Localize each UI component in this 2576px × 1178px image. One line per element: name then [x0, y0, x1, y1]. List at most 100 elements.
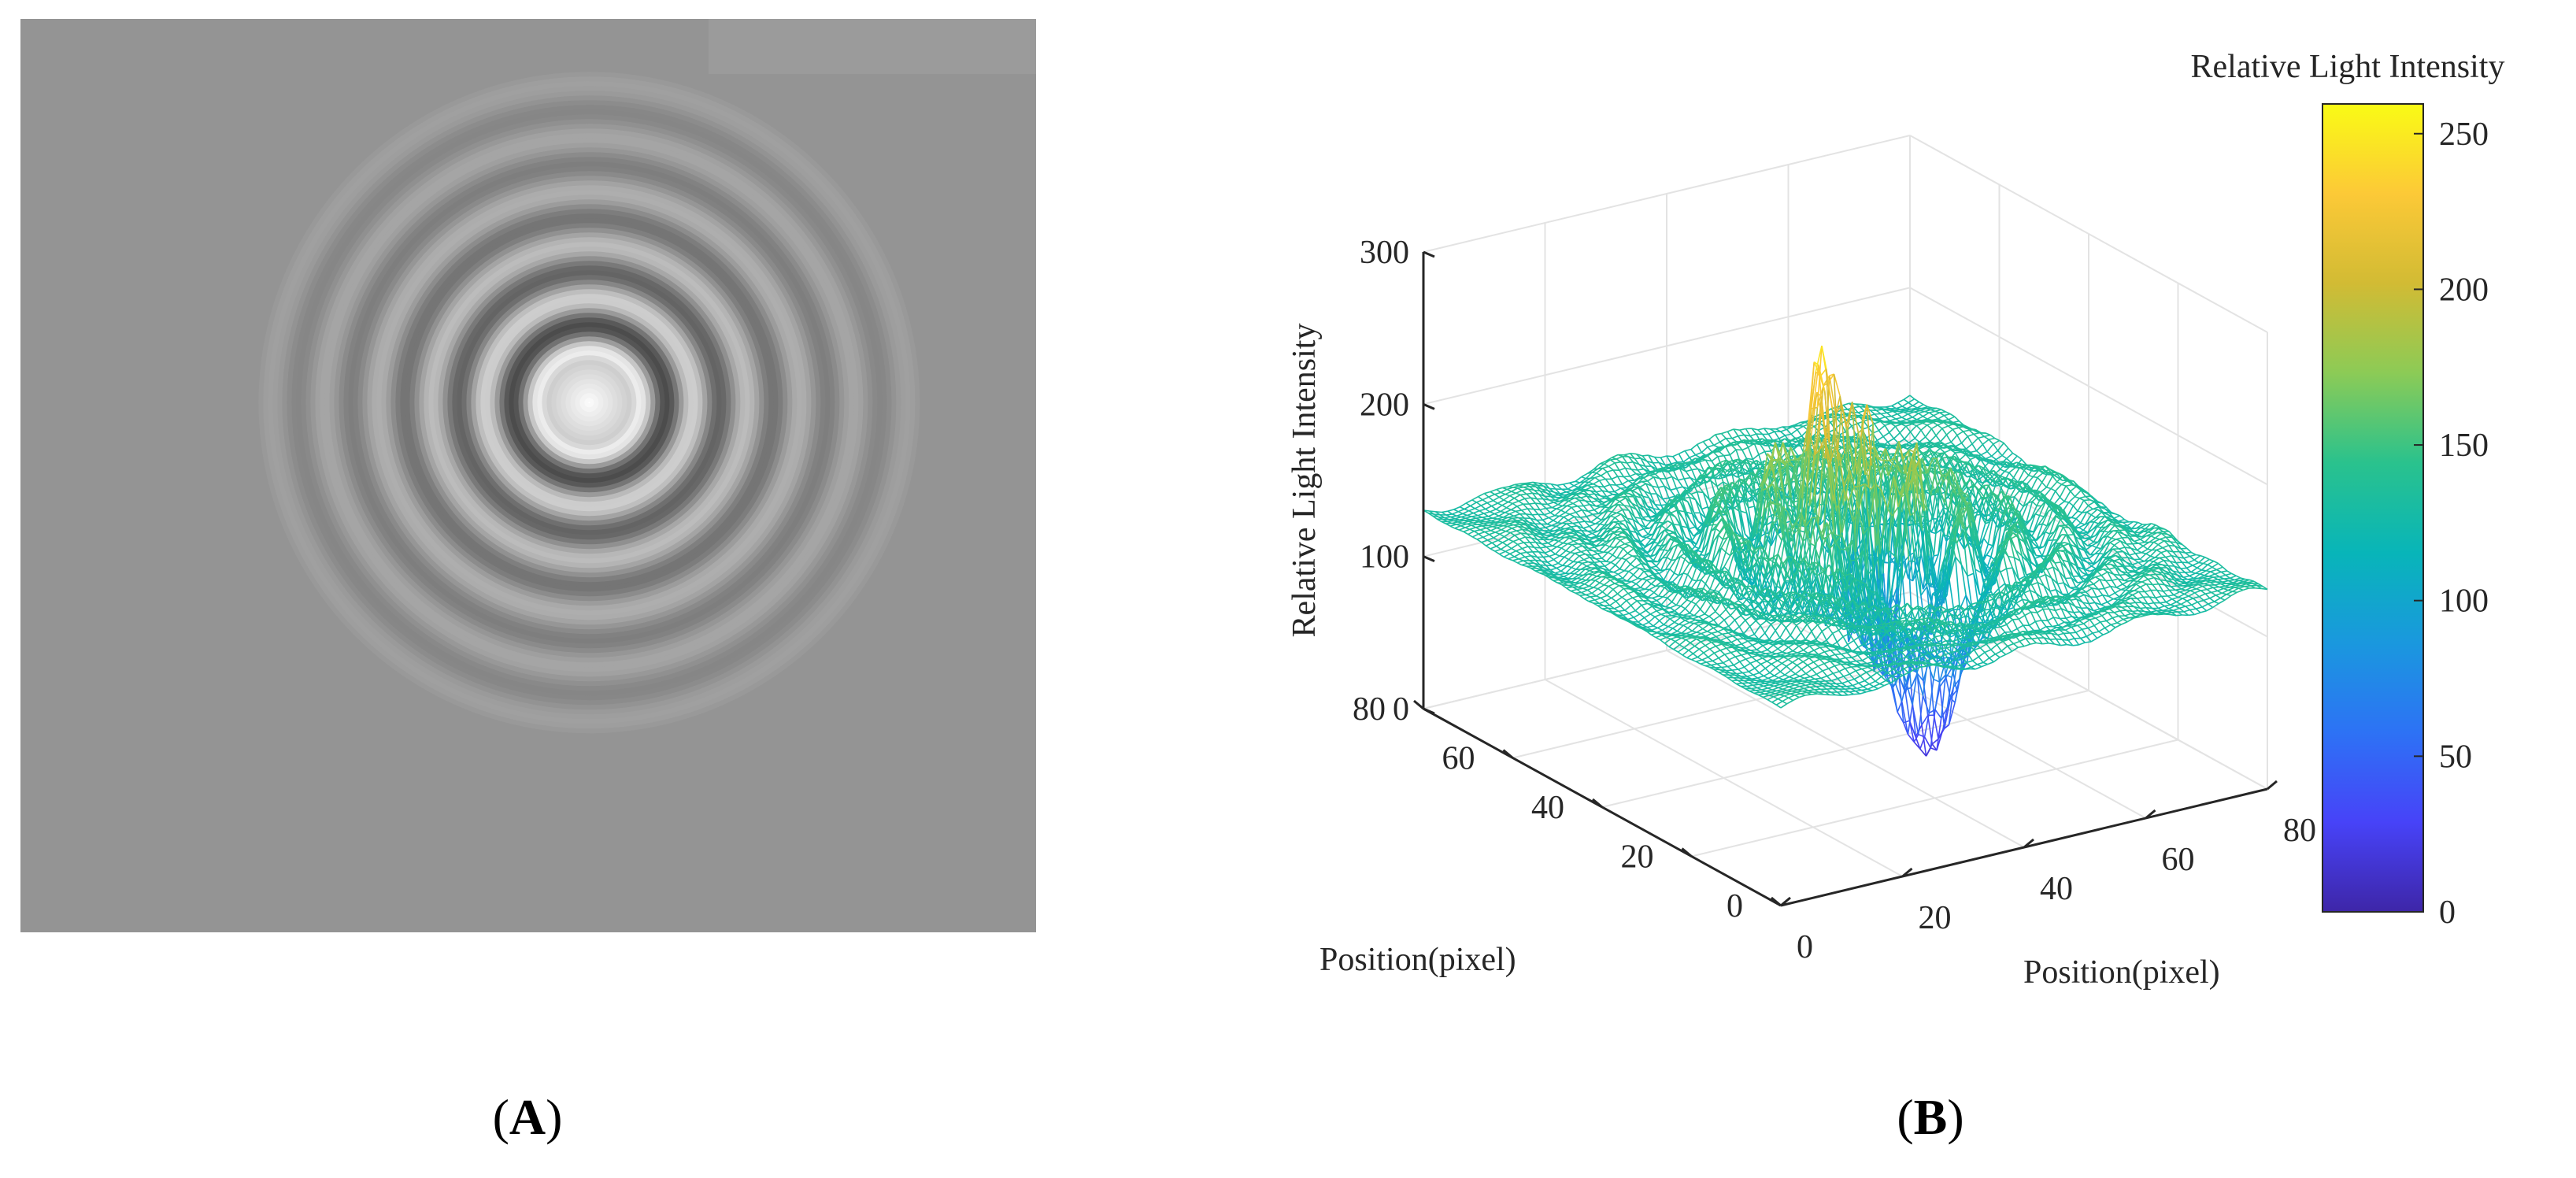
surface-mesh-line: [1627, 548, 1634, 554]
surface-mesh-line: [1616, 456, 1623, 460]
surface-mesh-line: [1530, 497, 1538, 500]
surface-mesh-line: [1678, 450, 1686, 455]
surface-mesh-line: [1460, 523, 1468, 527]
surface-mesh-line: [1838, 436, 1845, 446]
surface-mesh-line: [1569, 511, 1576, 515]
surface-mesh-line: [1580, 495, 1587, 498]
surface-mesh-line: [1557, 517, 1564, 524]
surface-mesh-line: [1724, 446, 1731, 456]
surface-mesh-line: [1560, 505, 1567, 511]
surface-mesh-line: [1897, 398, 1904, 404]
surface-mesh-line: [1494, 491, 1501, 495]
surface-mesh-line: [1903, 411, 1908, 415]
surface-mesh-line: [1988, 439, 1994, 445]
surface-mesh-line: [1485, 505, 1492, 510]
surface-mesh-line: [1949, 413, 1956, 417]
surface-mesh-line: [1623, 476, 1630, 478]
surface-mesh-line: [1625, 467, 1632, 470]
surface-mesh-line: [1652, 485, 1659, 488]
surface-mesh-line: [1637, 528, 1645, 532]
surface-mesh-line: [1572, 555, 1580, 562]
surface-mesh-line: [1567, 485, 1575, 490]
surface-mesh-line: [1616, 548, 1624, 559]
surface-mesh-line: [1568, 500, 1574, 505]
surface-mesh-line: [1483, 493, 1490, 498]
surface-mesh-line: [1499, 550, 1506, 555]
surface-mesh-line: [1526, 492, 1533, 495]
surface-mesh-line: [1614, 517, 1620, 523]
surface-mesh-line: [1612, 469, 1619, 477]
surface-mesh-line: [1938, 415, 1945, 420]
surface-mesh-line: [1563, 483, 1568, 490]
surface-mesh-line: [1648, 454, 1654, 464]
surface-mesh-line: [1514, 535, 1520, 540]
surface-mesh-line: [1560, 565, 1568, 572]
surface-mesh-line: [1509, 495, 1515, 499]
surface-mesh-line: [1536, 498, 1542, 505]
surface-mesh-line: [1677, 480, 1683, 487]
surface-mesh-line: [1489, 534, 1494, 539]
surface-mesh-line: [1619, 536, 1627, 541]
surface-mesh-line: [1505, 509, 1512, 513]
surface-mesh-line: [1853, 406, 1860, 409]
surface-mesh-line: [1735, 463, 1741, 469]
surface-mesh-line: [1436, 518, 1442, 522]
surface-mesh-line: [1986, 443, 1994, 453]
surface-mesh-line: [1472, 533, 1479, 538]
surface-mesh-line: [1617, 476, 1624, 478]
surface-mesh-line: [1616, 484, 1621, 489]
surface-mesh-line: [1597, 551, 1604, 554]
surface-mesh-line: [1760, 440, 1767, 446]
surface-mesh-line: [1587, 510, 1593, 515]
surface-mesh-line: [1753, 443, 1760, 455]
surface-mesh-line: [1955, 442, 1962, 447]
surface-mesh-line: [1519, 494, 1526, 499]
surface-mesh-line: [1635, 480, 1642, 485]
surface-mesh-line: [1627, 553, 1633, 557]
surface-mesh-line: [1647, 476, 1655, 482]
surface-mesh-line: [1609, 483, 1616, 486]
surface-mesh-line: [1697, 468, 1704, 472]
surface-mesh-line: [1655, 469, 1662, 475]
surface-mesh-line: [1930, 424, 1938, 430]
surface-mesh-line: [1484, 491, 1491, 495]
surface-mesh-line: [1869, 409, 1875, 415]
surface-mesh-line: [1544, 514, 1549, 519]
surface-mesh-line: [1916, 416, 1923, 420]
surface-mesh-line: [1508, 558, 1513, 561]
surface-mesh-line: [1623, 563, 1631, 572]
surface-mesh-line: [1550, 483, 1556, 490]
surface-mesh-line: [1874, 423, 1880, 432]
surface-mesh-line: [1619, 559, 1627, 570]
surface-mesh-line: [1723, 454, 1730, 457]
surface-mesh-line: [1550, 546, 1558, 551]
hologram-edge-band: [709, 19, 1036, 74]
surface-mesh-line: [1579, 553, 1586, 557]
surface-mesh-line: [1682, 486, 1688, 491]
surface-mesh-line: [1697, 491, 1704, 494]
surface-mesh-line: [1918, 410, 1925, 414]
surface-mesh-line: [1454, 528, 1460, 531]
surface-mesh-line: [1857, 410, 1865, 413]
surface-mesh-line: [1630, 469, 1637, 475]
surface-mesh-line: [1613, 568, 1620, 573]
surface-mesh-line: [1560, 547, 1567, 552]
surface-mesh-line: [1522, 546, 1529, 550]
surface-mesh-line: [1498, 493, 1506, 498]
surface-mesh-line: [1657, 487, 1664, 499]
surface-mesh-line: [1908, 398, 1915, 403]
surface-mesh-line: [1666, 455, 1672, 465]
surface-mesh-line: [1505, 528, 1512, 532]
surface-mesh-line: [1914, 398, 1919, 402]
surface-mesh-line: [1619, 469, 1625, 477]
surface-mesh-line: [1859, 406, 1865, 412]
surface-mesh-line: [1494, 550, 1500, 555]
surface-mesh-line: [1491, 505, 1497, 510]
surface-mesh-line: [1766, 440, 1772, 452]
surface-mesh-line: [1612, 532, 1618, 536]
surface-mesh-line: [1918, 401, 1924, 406]
surface-mesh-line: [1959, 454, 1967, 461]
surface-mesh-line: [1542, 498, 1549, 501]
surface-mesh-line: [1578, 481, 1586, 488]
surface-mesh-line: [1978, 435, 1985, 439]
